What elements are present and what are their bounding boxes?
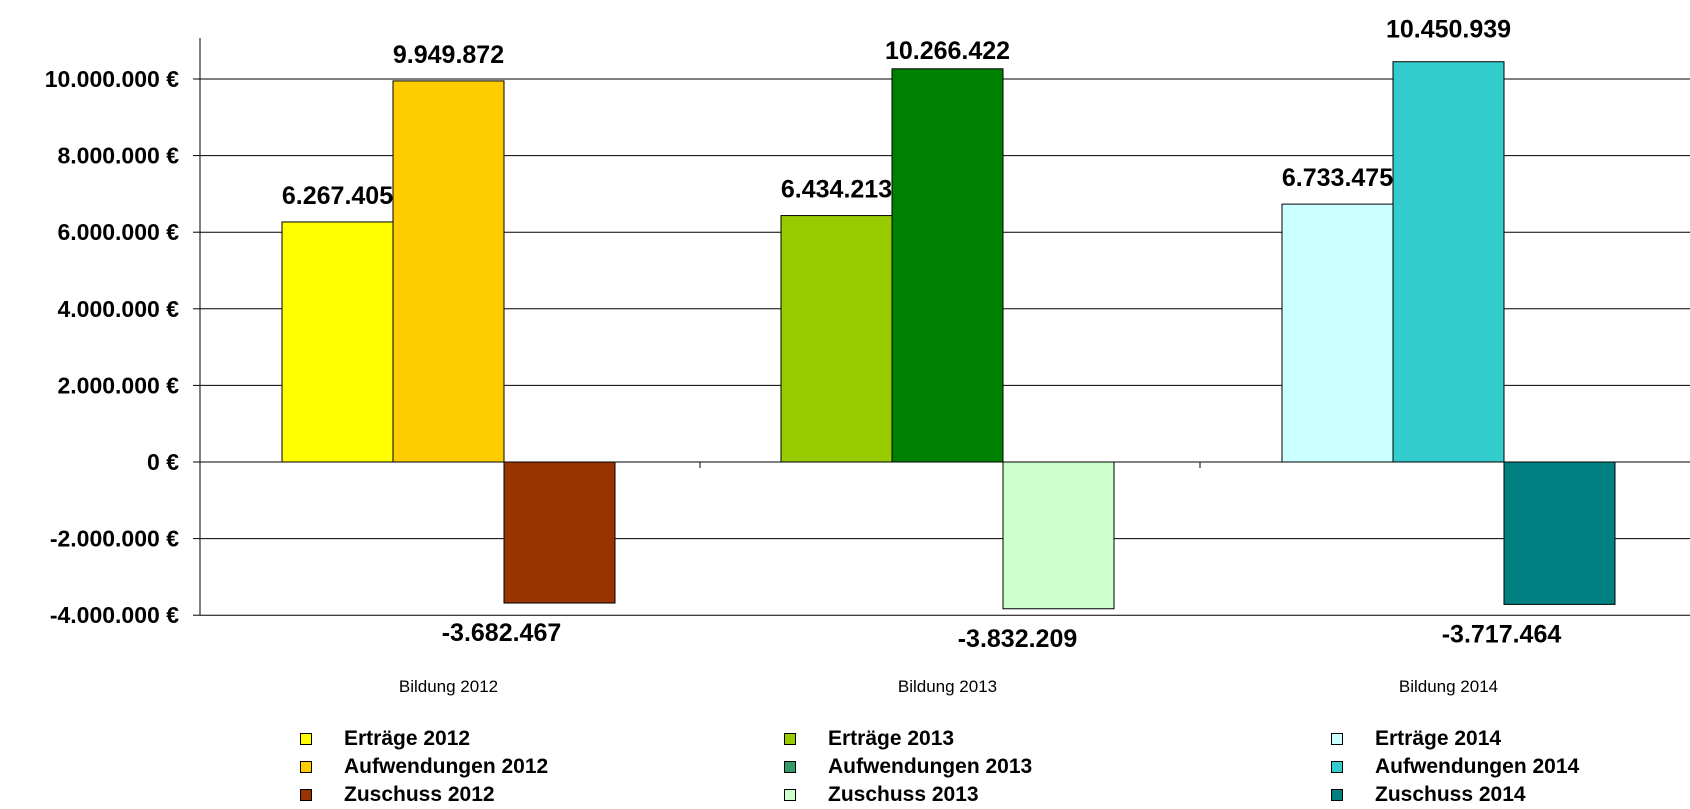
legend-swatch	[1331, 789, 1343, 801]
legend-label: Erträge 2013	[828, 727, 955, 750]
data-label: 6.434.213	[781, 176, 892, 204]
legend-item: Erträge 2012	[300, 725, 548, 753]
legend-swatch	[784, 761, 796, 773]
legend-item: Aufwendungen 2014	[1331, 753, 1579, 781]
legend-label: Zuschuss 2012	[344, 783, 495, 806]
bar	[1503, 461, 1616, 605]
y-tick-label: 0 €	[147, 449, 179, 475]
legend-swatch	[300, 733, 312, 745]
y-tick-label: 8.000.000 €	[57, 143, 179, 169]
legend-label: Erträge 2014	[1375, 727, 1502, 750]
data-label: -3.682.467	[442, 619, 562, 647]
legend-label: Zuschuss 2014	[1375, 783, 1526, 806]
y-tick-label: 10.000.000 €	[45, 66, 180, 92]
y-tick-label: 4.000.000 €	[57, 296, 179, 322]
legend-item: Aufwendungen 2012	[300, 753, 548, 781]
legend-swatch	[300, 789, 312, 801]
bar	[1392, 61, 1505, 463]
data-label: 6.733.475	[1282, 164, 1393, 192]
bar	[281, 221, 394, 463]
bar	[1002, 461, 1115, 610]
data-label: 10.450.939	[1386, 16, 1511, 44]
y-tick-label: -4.000.000 €	[50, 602, 179, 628]
legend-item: Zuschuss 2012	[300, 781, 548, 809]
data-label: 9.949.872	[393, 41, 504, 69]
legend-item: Zuschuss 2013	[784, 781, 1032, 809]
legend-swatch	[300, 761, 312, 773]
data-label: 10.266.422	[885, 37, 1010, 65]
legend-label: Erträge 2012	[344, 727, 471, 750]
x-category-label: Bildung 2014	[1399, 677, 1498, 696]
legend-swatch	[1331, 733, 1343, 745]
y-tick-label: 2.000.000 €	[57, 372, 179, 398]
x-category-label: Bildung 2013	[898, 677, 997, 696]
y-tick-label: -2.000.000 €	[50, 526, 179, 552]
legend-label: Aufwendungen 2012	[344, 755, 549, 778]
legend-group-2014: Erträge 2014 Aufwendungen 2014 Zuschuss …	[1331, 725, 1579, 809]
bar	[392, 80, 505, 463]
legend-label: Aufwendungen 2014	[1375, 755, 1580, 778]
legend-label: Aufwendungen 2013	[828, 755, 1033, 778]
legend-swatch	[784, 733, 796, 745]
data-label: 6.267.405	[282, 182, 393, 210]
legend-group-2012: Erträge 2012 Aufwendungen 2012 Zuschuss …	[300, 725, 548, 809]
legend-swatch	[1331, 761, 1343, 773]
bar	[891, 68, 1004, 463]
legend-item: Erträge 2014	[1331, 725, 1579, 753]
x-category-label: Bildung 2012	[399, 677, 498, 696]
y-tick-label: 6.000.000 €	[57, 219, 179, 245]
legend-item: Erträge 2013	[784, 725, 1032, 753]
bar	[503, 461, 616, 604]
bar	[780, 215, 893, 463]
legend-label: Zuschuss 2013	[828, 783, 979, 806]
legend-swatch	[784, 789, 796, 801]
legend-item: Aufwendungen 2013	[784, 753, 1032, 781]
legend-group-2013: Erträge 2013 Aufwendungen 2013 Zuschuss …	[784, 725, 1032, 809]
data-label: -3.832.209	[958, 625, 1078, 653]
legend-item: Zuschuss 2014	[1331, 781, 1579, 809]
bar	[1281, 203, 1394, 463]
data-label: -3.717.464	[1442, 620, 1562, 648]
